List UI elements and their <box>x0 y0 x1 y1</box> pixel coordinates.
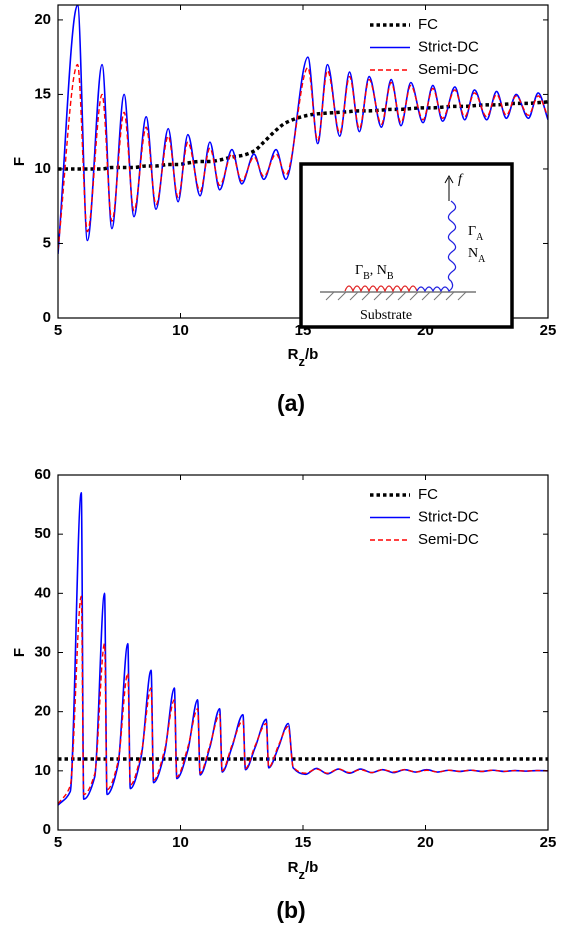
y-tick-label: 0 <box>43 309 51 326</box>
x-tick-label: 15 <box>295 834 312 851</box>
y-tick-label: 50 <box>34 525 51 542</box>
legend-label: FC <box>418 486 438 503</box>
x-tick-label: 25 <box>540 834 557 851</box>
y-axis-label: F <box>11 648 28 657</box>
inset-label-part: Γ <box>355 263 363 278</box>
inset-label: ΓA <box>468 224 484 243</box>
y-tick-label: 10 <box>34 160 51 177</box>
x-axis-label-part: R <box>288 859 299 876</box>
legend-label: FC <box>418 16 438 33</box>
inset-label-part: , N <box>370 263 387 278</box>
inset-label-part: Substrate <box>360 308 412 323</box>
substrate-hatch <box>325 291 467 301</box>
y-axis-label: F <box>11 157 28 166</box>
series-line <box>58 5 548 254</box>
inset-label-part: N <box>468 246 478 261</box>
x-axis-label-part: /b <box>305 859 318 876</box>
x-tick-label: 10 <box>172 322 189 339</box>
inset-label-part: B <box>387 271 394 282</box>
inset-frame <box>299 162 514 329</box>
y-tick-label: 15 <box>34 85 51 102</box>
inset-label-part: B <box>363 271 370 282</box>
panel-label: (b) <box>276 897 305 923</box>
inset-label: f <box>458 172 464 187</box>
axes: 5 10 15 20 25 0 10 20 30 40 50 60 F Rz/b (b) FC Strict-D… <box>11 466 556 923</box>
inset-label-part: A <box>476 232 484 243</box>
series-line <box>58 100 548 171</box>
x-axis-label: Rz/b <box>288 346 319 369</box>
series-line <box>58 595 548 805</box>
x-axis-label-part: z <box>299 867 306 882</box>
inset-label: NA <box>468 246 486 265</box>
axes: 5 10 15 20 2505101520FRz/b(a)FCStrict-DCSemi… <box>11 4 557 416</box>
x-axis-label-part: /b <box>305 346 318 363</box>
chain-b <box>344 285 418 293</box>
y-tick-label: 5 <box>43 234 51 251</box>
x-tick-label: 20 <box>417 834 434 851</box>
panel-label: (a) <box>277 390 305 416</box>
y-tick-label: 30 <box>34 643 51 660</box>
y-tick-label: 20 <box>34 703 51 720</box>
y-tick-label: 10 <box>34 762 51 779</box>
chain-a <box>416 200 457 293</box>
legend-label: Semi-DC <box>418 61 479 78</box>
x-tick-label: 10 <box>172 834 189 851</box>
y-tick-label: 40 <box>34 584 51 601</box>
force-arrow-head <box>444 174 454 184</box>
legend-label: Semi-DC <box>418 531 479 548</box>
y-tick-label: 60 <box>34 466 51 483</box>
x-axis-label-part: z <box>299 354 306 369</box>
x-tick-label: 5 <box>54 322 62 339</box>
axes-frame <box>57 474 549 831</box>
inset-label: Substrate <box>360 308 412 323</box>
y-tick-label: 20 <box>34 11 51 28</box>
legend-label: Strict-DC <box>418 38 479 55</box>
inset-label-part: A <box>478 254 486 265</box>
x-tick-label: 25 <box>540 322 557 339</box>
inset-label-part: Γ <box>468 224 476 239</box>
x-axis-label-part: R <box>288 346 299 363</box>
inset-label-part: f <box>458 172 464 187</box>
x-axis-label: Rz/b <box>288 859 319 882</box>
legend-label: Strict-DC <box>418 508 479 525</box>
inset-label: ΓB, NB <box>355 263 394 282</box>
series-line <box>58 491 548 806</box>
y-tick-label: 0 <box>43 821 51 838</box>
series-line <box>58 63 548 250</box>
x-tick-label: 5 <box>54 834 62 851</box>
